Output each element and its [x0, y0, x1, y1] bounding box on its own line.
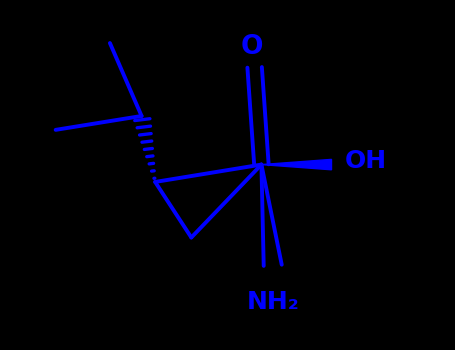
Polygon shape [262, 159, 332, 170]
Text: NH₂: NH₂ [246, 289, 299, 314]
Text: O: O [241, 34, 263, 60]
Text: OH: OH [345, 149, 387, 173]
